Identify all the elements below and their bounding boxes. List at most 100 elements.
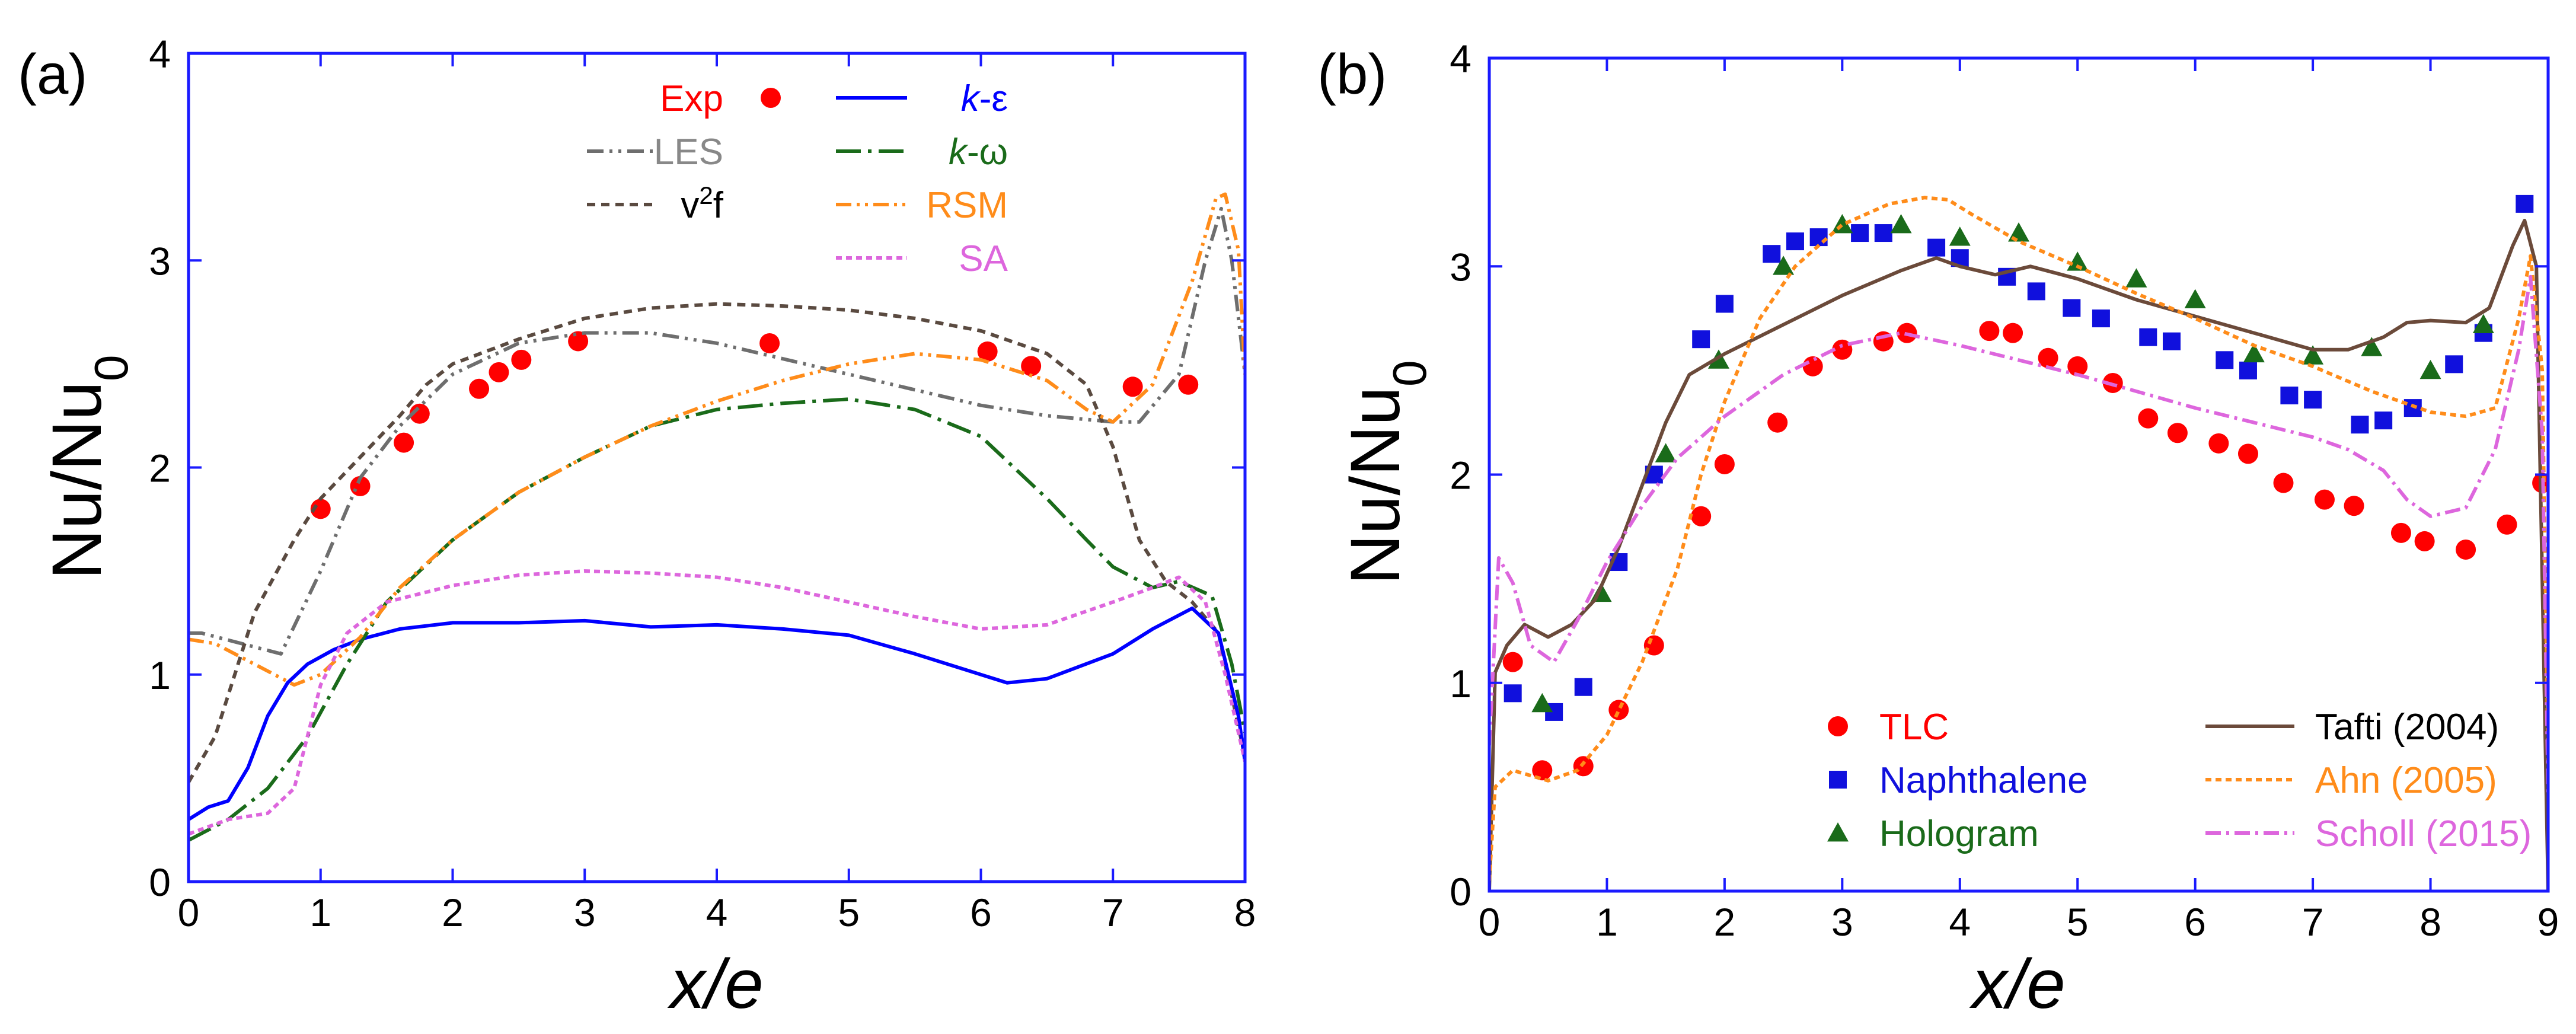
legend-swatch xyxy=(1829,771,1847,789)
data-point xyxy=(2314,489,2335,510)
legend-label: k-ε xyxy=(961,78,1008,119)
data-point xyxy=(2067,251,2089,271)
legend-item: v2f xyxy=(587,181,724,226)
legend-item: k-ω xyxy=(836,132,1008,173)
data-point xyxy=(2092,309,2110,328)
data-point xyxy=(489,362,509,382)
x-tick-label: 1 xyxy=(309,891,331,934)
y-tick-label: 2 xyxy=(149,446,171,490)
y-tick-label: 0 xyxy=(1450,870,1471,914)
data-point xyxy=(1608,700,1629,720)
data-point xyxy=(1831,214,1853,234)
y-tick-label: 4 xyxy=(1450,37,1471,81)
data-point xyxy=(2184,289,2206,308)
data-point xyxy=(1979,321,2000,342)
data-point xyxy=(1773,256,1795,275)
data-point xyxy=(1655,443,1677,462)
data-point xyxy=(2403,399,2422,417)
y-tick-label: 2 xyxy=(1450,454,1471,497)
data-point xyxy=(2302,345,2324,365)
data-point xyxy=(2239,361,2257,379)
data-point xyxy=(1851,224,1869,242)
data-point xyxy=(2344,496,2364,516)
data-point xyxy=(1573,756,1594,777)
x-tick-label: 3 xyxy=(1831,900,1853,944)
data-point xyxy=(1763,245,1781,263)
data-point xyxy=(511,349,532,370)
series-b-2-points xyxy=(1531,214,2494,713)
legend-item: RSM xyxy=(836,185,1008,226)
y-axis-label-b: Nu/Nu0 xyxy=(1336,360,1436,585)
data-point xyxy=(2497,514,2517,535)
data-point xyxy=(2027,282,2045,301)
data-point xyxy=(2038,347,2058,368)
data-point xyxy=(469,378,490,399)
x-tick-label: 4 xyxy=(1949,900,1971,944)
data-point xyxy=(1532,760,1553,781)
series-b-3-line xyxy=(1489,219,2548,891)
legend-label: SA xyxy=(959,238,1008,279)
legend-label: Exp xyxy=(660,78,723,119)
x-tick-label: 6 xyxy=(970,891,992,934)
data-point xyxy=(1691,506,1712,526)
data-point xyxy=(394,432,414,453)
data-point xyxy=(2139,328,2157,346)
data-point xyxy=(1692,330,1710,349)
legend-label: RSM xyxy=(926,185,1008,226)
data-point xyxy=(1574,678,1592,696)
series-b-4-line xyxy=(1489,196,2548,881)
data-point xyxy=(409,403,430,424)
legend-label: v2f xyxy=(681,181,723,226)
legend-label: Ahn (2005) xyxy=(2315,760,2497,801)
data-point xyxy=(2273,473,2294,493)
x-tick-label: 5 xyxy=(838,891,860,934)
data-point xyxy=(1531,692,1553,713)
legend-label: k-ω xyxy=(949,132,1008,173)
legend-label: Scholl (2015) xyxy=(2315,813,2532,854)
chart-panel-b: (b) 0 1 2 3 4 5 6 7 8 9 0 1 2 3 4 TLC Tafti (2004) Napht… xyxy=(1317,37,2559,1023)
data-point xyxy=(1802,356,1823,376)
legend-item: Exp xyxy=(660,78,781,119)
legend-item: Tafti (2004) xyxy=(2205,707,2499,748)
data-point xyxy=(1715,295,1734,313)
x-tick-label: 0 xyxy=(1479,900,1501,944)
data-point xyxy=(2361,337,2383,356)
legend-label: LES xyxy=(654,132,723,173)
data-point xyxy=(2067,356,2088,376)
plot-frame-a xyxy=(187,52,1247,883)
legend-item: Naphthalene xyxy=(1829,760,2088,801)
x-tick-label: 4 xyxy=(706,891,728,934)
y-axis-label-a: Nu/Nu0 xyxy=(38,355,138,580)
panel-label-b: (b) xyxy=(1317,43,1387,106)
legend-item: Hologram xyxy=(1827,813,2039,854)
series-a-4-line xyxy=(189,397,1245,842)
data-point xyxy=(2390,522,2411,543)
x-tick-label: 2 xyxy=(1714,900,1736,944)
x-tick-label: 2 xyxy=(442,891,464,934)
y-tick-label: 4 xyxy=(149,32,171,76)
legend-item: TLC xyxy=(1828,707,1949,748)
x-tick-label: 6 xyxy=(2184,900,2206,944)
legend-item: LES xyxy=(587,132,723,173)
x-tick-label: 5 xyxy=(2067,900,2089,944)
data-point xyxy=(2138,408,2159,429)
series-a-5-line xyxy=(189,192,1245,687)
data-point xyxy=(1122,376,1143,397)
data-point xyxy=(2351,416,2369,434)
data-point xyxy=(1021,356,1042,376)
data-point xyxy=(2414,531,2435,551)
legend-label: TLC xyxy=(1879,707,1949,748)
legend-item: Ahn (2005) xyxy=(2205,760,2497,801)
y-tick-label: 1 xyxy=(1450,662,1471,706)
data-point xyxy=(2243,343,2265,363)
data-point xyxy=(1949,226,1971,246)
data-point xyxy=(2280,387,2299,405)
x-tick-label: 3 xyxy=(574,891,596,934)
series-a-2-line xyxy=(189,302,1245,783)
data-point xyxy=(2516,194,2534,213)
x-tick-label: 7 xyxy=(2302,900,2324,944)
legend-item: SA xyxy=(836,238,1008,279)
y-tick-label: 3 xyxy=(149,239,171,283)
data-point xyxy=(2472,314,2494,333)
